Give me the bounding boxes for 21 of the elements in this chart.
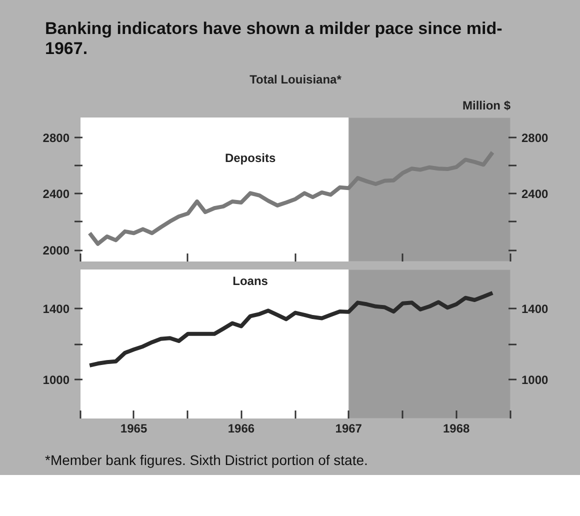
chart-subtitle: Total Louisiana*	[250, 72, 342, 86]
y-tick-label: 1000	[42, 372, 70, 387]
x-tick-label: 1966	[228, 421, 255, 436]
x-tick-label: 1967	[335, 421, 362, 436]
y-tick-label: 2400	[42, 187, 70, 202]
y2-tick-label: 2800	[522, 130, 549, 145]
y2-tick-label: 2400	[522, 187, 549, 202]
x-tick-label: 1968	[443, 421, 470, 436]
chart-title: Banking indicators have shown a milder pace since mid-1967.	[45, 19, 502, 58]
x-tick-label: 1965	[120, 421, 148, 436]
line-series	[88, 150, 495, 246]
text: Deposits	[224, 150, 276, 165]
y-tick-label: 2800	[42, 130, 70, 145]
y2-tick-label: 1400	[522, 302, 549, 316]
y-tick-label: 2000	[42, 243, 70, 258]
y-tick-label: 1400	[42, 302, 70, 316]
text: *Member bank figures. Sixth District portion of state.	[45, 450, 368, 470]
series-label: Loans	[232, 274, 268, 288]
line-series	[88, 290, 495, 368]
y2-axis-title: Million $	[462, 98, 511, 112]
y2-tick-label: 1000	[522, 372, 549, 387]
